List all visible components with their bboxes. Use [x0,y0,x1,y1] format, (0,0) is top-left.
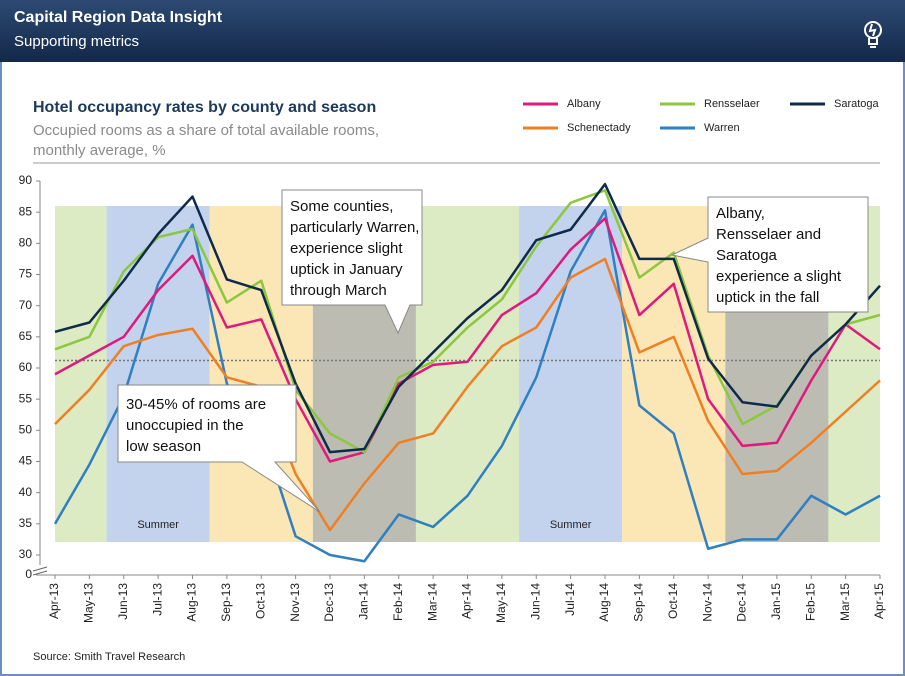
x-tick-label: Apr-13 [47,583,61,619]
x-tick-label: Feb-14 [391,583,405,621]
x-tick-label: Nov-14 [700,583,714,622]
chart-subtitle: monthly average, % [33,142,166,159]
annotation-text: Some counties, [290,198,393,215]
band-label: Summer [137,519,179,531]
x-tick-label: Aug-13 [185,583,199,622]
x-tick-label: Jul-13 [150,583,164,616]
x-tick-label: Jun-13 [116,583,130,620]
annotation-text: Rensselaer and [716,226,821,243]
annotation-text: low season [126,438,201,455]
x-tick-label: Apr-15 [872,583,886,619]
y-tick-label: 65 [19,329,33,343]
annotation-text: experience slight [290,240,403,257]
bulb-icon [864,21,882,48]
source: Source: Smith Travel Research [33,651,185,663]
callout-box [281,189,423,335]
y-tick-label: 50 [19,423,33,437]
y-tick-label: 70 [19,298,33,312]
y-tick-label: 75 [19,267,33,281]
callout-box [117,384,321,513]
y-tick-label: 0 [25,567,32,581]
annotation-text: uptick in January [290,261,403,278]
legend-label: Schenectady [567,122,631,134]
annotation-text: uptick in the fall [716,289,819,306]
x-tick-label: Jun-14 [528,583,542,620]
header-bar [0,0,905,62]
legend-label: Albany [567,98,601,110]
annotation-text: Saratoga [716,247,778,264]
legend-label: Warren [704,122,740,134]
season-band [55,206,107,542]
season-band [415,206,520,542]
x-tick-label: Mar-14 [425,583,439,621]
header-subtitle: Supporting metrics [14,33,139,50]
x-tick-label: Jan-15 [769,583,783,620]
y-tick-label: 30 [19,547,33,561]
callouts: Some counties, particularly Warren, experi… [117,189,869,513]
x-tick-label: Aug-14 [597,583,611,622]
y-tick-label: 40 [19,485,33,499]
annotation-text: experience a slight [716,268,842,285]
x-tick-label: Feb-15 [803,583,817,621]
y-tick-label: 35 [19,516,33,530]
x-tick-label: Jul-14 [563,583,577,616]
legend-label: Saratoga [834,98,880,110]
y-tick-label: 45 [19,454,33,468]
x-tick-label: Sep-13 [219,583,233,622]
band-label: Summer [550,519,592,531]
axis-break [32,566,48,576]
season-band [519,206,623,542]
x-tick-label: Apr-14 [460,583,474,619]
x-tick-label: Nov-13 [288,583,302,622]
x-tick-label: Jan-14 [357,583,371,620]
chart-title: Hotel occupancy rates by county and seas… [33,99,376,116]
legend-label: Rensselaer [704,98,760,110]
header-title: Capital Region Data Insight [14,9,223,26]
x-tick-label: Dec-13 [322,583,336,622]
x-tick-label: Sep-14 [632,583,646,622]
series-line [54,182,881,454]
y-tick-label: 85 [19,204,33,218]
annotation-text: unoccupied in the [126,417,244,434]
series-line [53,209,881,563]
annotation-text: through March [290,282,387,299]
y-tick-label: 60 [19,360,33,374]
series-line [54,217,881,463]
annotation-text: Albany, [716,205,765,222]
callout-box [670,196,869,313]
x-tick-label: Dec-14 [735,583,749,622]
chart-subtitle: Occupied rooms as a share of total avail… [33,122,379,139]
x-tick-label: Oct-14 [666,583,680,619]
series-line [54,257,881,532]
x-tick-label: May-14 [494,583,508,623]
x-tick-label: May-13 [82,583,96,623]
y-tick-label: 90 [19,173,33,187]
series-line [54,189,881,454]
x-tick-label: Oct-13 [253,583,267,619]
y-tick-label: 55 [19,391,33,405]
season-band [106,206,210,542]
y-tick-label: 80 [19,236,33,250]
x-tick-label: Mar-15 [838,583,852,621]
annotation-text: 30-45% of rooms are [126,396,266,413]
annotation-text: particularly Warren, [290,219,419,236]
